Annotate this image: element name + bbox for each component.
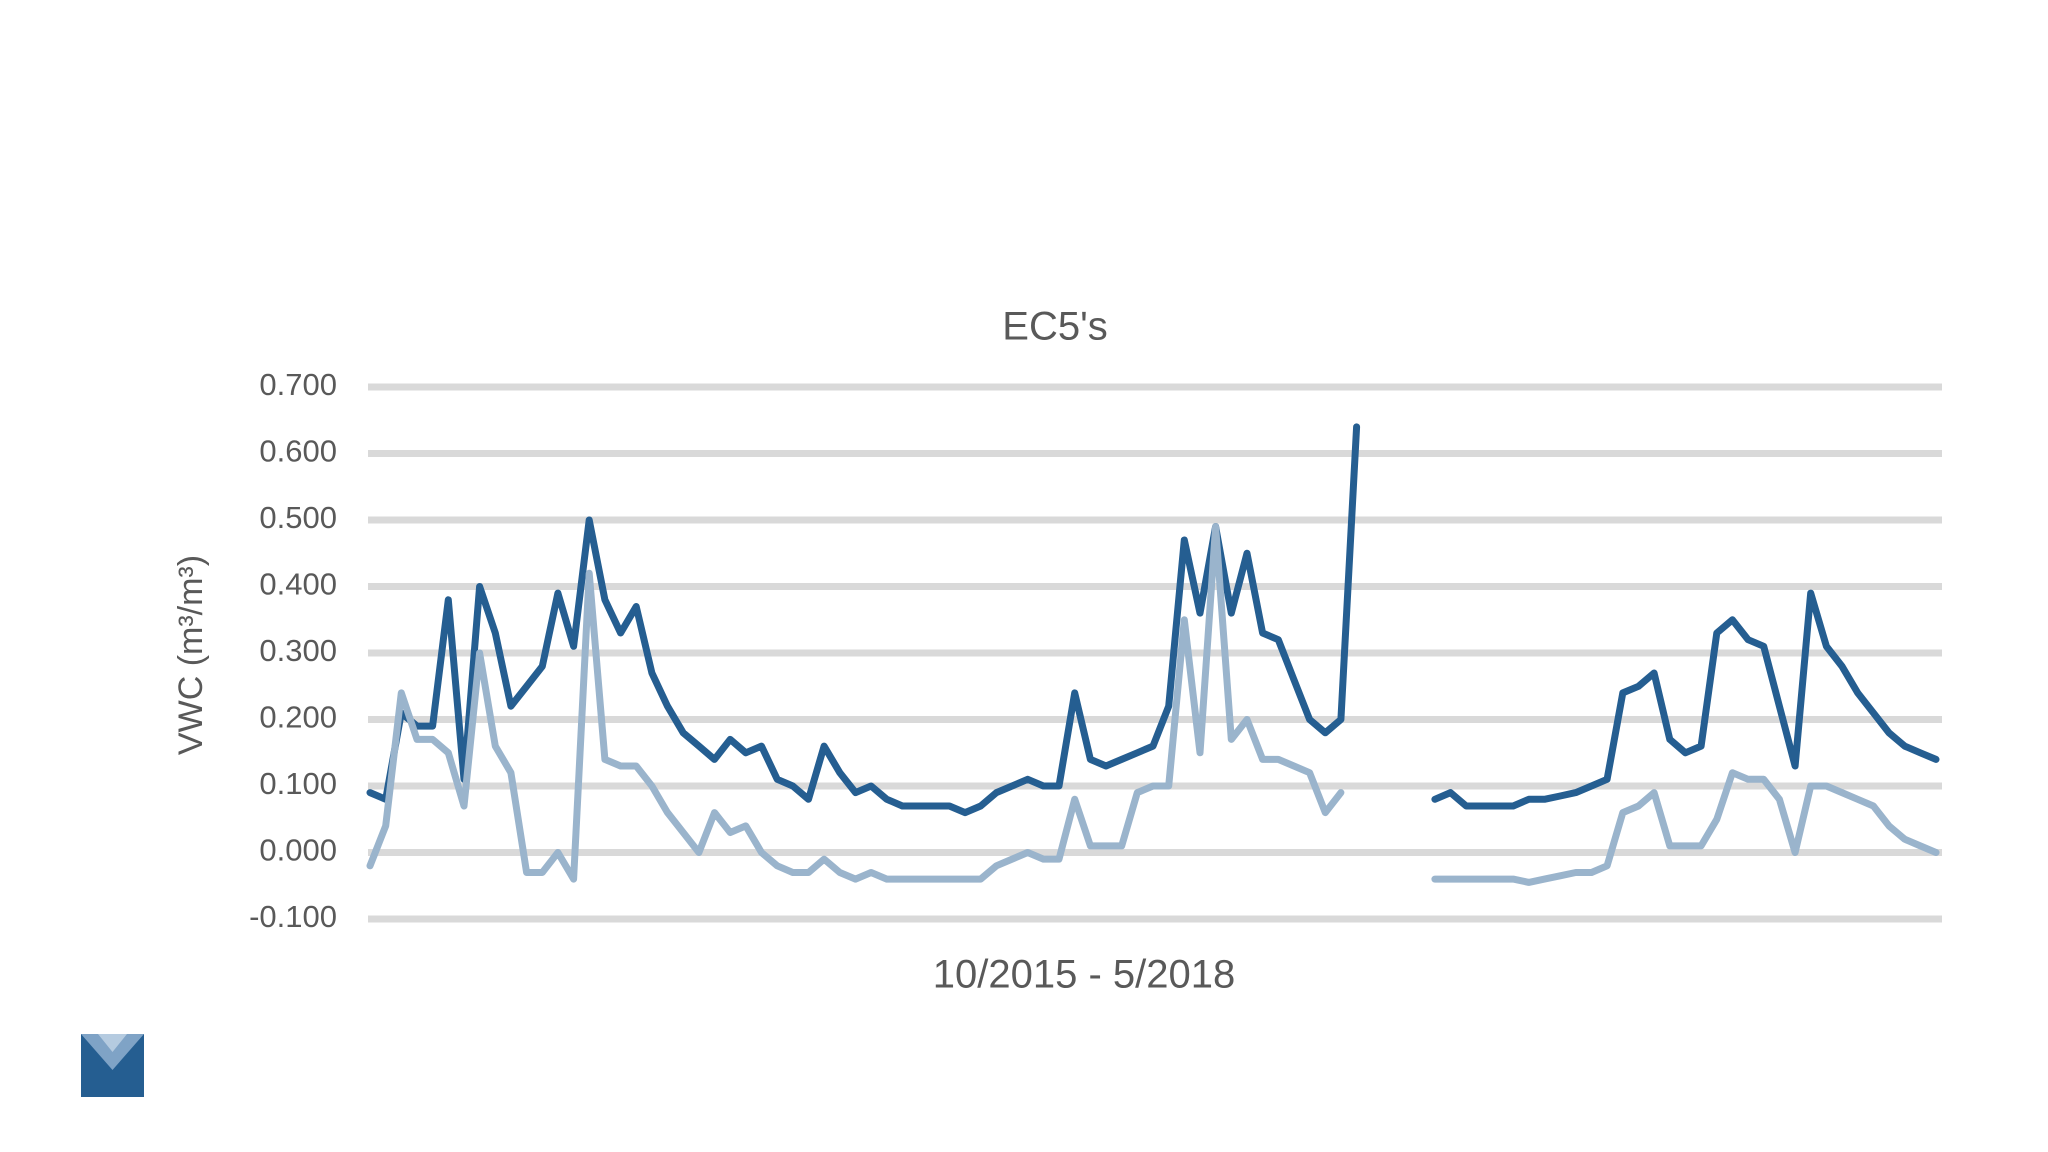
logo <box>81 1034 144 1097</box>
y-tick-label: -0.100 <box>249 899 337 934</box>
logo-fold-light <box>98 1034 127 1052</box>
y-tick-label: 0.400 <box>259 567 337 602</box>
series-line <box>366 423 1940 817</box>
y-tick-label: 0.000 <box>259 833 337 868</box>
chart-title: EC5's <box>1002 305 1107 349</box>
y-tick-label: 0.100 <box>259 766 337 801</box>
y-tick-label: 0.600 <box>259 434 337 469</box>
series-line <box>366 523 1940 886</box>
y-tick-label: 0.300 <box>259 633 337 668</box>
y-tick-label: 0.500 <box>259 500 337 535</box>
y-tick-label: 0.700 <box>259 367 337 402</box>
y-axis-title: VWC (m³/m³) <box>172 555 210 755</box>
y-tick-label: 0.200 <box>259 700 337 735</box>
x-axis-title: 10/2015 - 5/2018 <box>933 953 1235 997</box>
